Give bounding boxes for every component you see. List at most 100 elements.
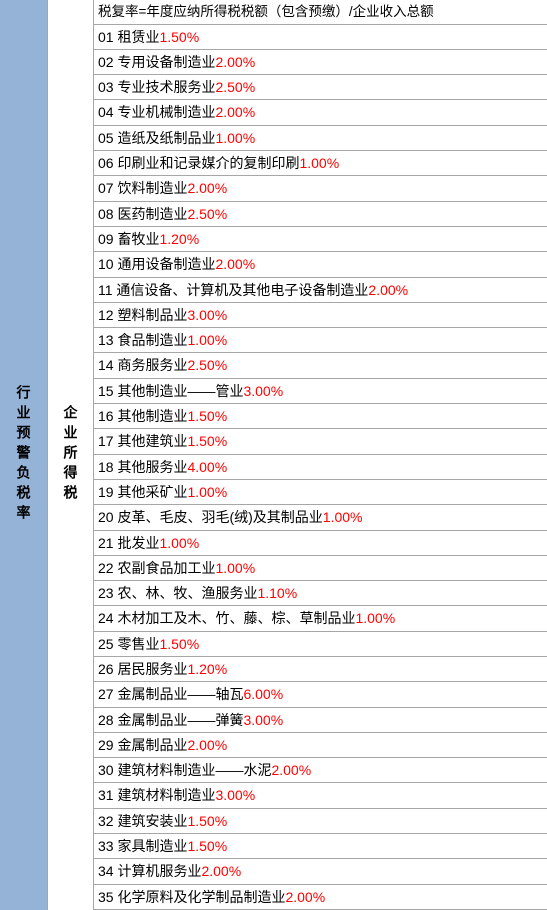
table-row: 29 金属制品业2.00%	[94, 733, 547, 758]
industry-name: 11 通信设备、计算机及其他电子设备制造业	[98, 280, 368, 300]
industry-name: 28 金属制品业——弹簧	[98, 710, 243, 730]
table-row: 16 其他制造业 1.50%	[94, 404, 547, 429]
tax-rate: 2.50%	[215, 77, 255, 97]
industry-name: 06 印刷业和记录媒介的复制印刷	[98, 153, 299, 173]
industry-name: 19 其他采矿业	[98, 482, 187, 502]
table-row: 04 专业机械制造业 2.00%	[94, 100, 547, 125]
industry-name: 07 饮料制造业	[98, 178, 187, 198]
tax-rate: 3.00%	[215, 785, 255, 805]
industry-name: 05 造纸及纸制品业	[98, 128, 215, 148]
table-row: 08 医药制造业 2.50%	[94, 202, 547, 227]
industry-name: 02 专用设备制造业	[98, 52, 215, 72]
tax-rate: 4.00%	[187, 457, 227, 477]
tax-rate: 1.50%	[187, 836, 227, 856]
industry-name: 20 皮革、毛皮、羽毛(绒)及其制品业	[98, 507, 323, 527]
industry-name: 26 居民服务业	[98, 659, 187, 679]
table-row: 31 建筑材料制造业 3.00%	[94, 783, 547, 808]
formula-header-row: 税复率=年度应纳所得税税额（包含预缴）/企业收入总额	[94, 0, 547, 25]
industry-name: 10 通用设备制造业	[98, 254, 215, 274]
tax-rate: 3.00%	[187, 305, 227, 325]
tax-rate: 1.00%	[299, 153, 339, 173]
table-row: 24 木材加工及木、竹、藤、棕、草制品业 1.00%	[94, 606, 547, 631]
industry-name: 09 畜牧业	[98, 229, 159, 249]
table-row: 33 家具制造业 1.50%	[94, 834, 547, 859]
table-row: 30 建筑材料制造业——水泥 2.00%	[94, 758, 547, 783]
industry-name: 34 计算机服务业	[98, 861, 201, 881]
tax-rate: 1.20%	[159, 229, 199, 249]
table-row: 09 畜牧业 1.20%	[94, 227, 547, 252]
tax-rate: 1.00%	[215, 128, 255, 148]
tax-rate: 2.00%	[271, 760, 311, 780]
table-row: 21 批发业 1.00%	[94, 531, 547, 556]
industry-name: 25 零售业	[98, 634, 159, 654]
tax-rate: 1.50%	[159, 634, 199, 654]
industry-name: 18 其他服务业	[98, 457, 187, 477]
tax-rate: 6.00%	[243, 684, 283, 704]
table-row: 05 造纸及纸制品业 1.00%	[94, 126, 547, 151]
table-row: 07 饮料制造业 2.00%	[94, 176, 547, 201]
table-row: 32 建筑安装业 1.50%	[94, 809, 547, 834]
tax-rate: 1.50%	[187, 406, 227, 426]
industry-name: 04 专业机械制造业	[98, 102, 215, 122]
tax-rate: 1.00%	[215, 558, 255, 578]
table-row: 25 零售业 1.50%	[94, 632, 547, 657]
table-row: 22 农副食品加工业 1.00%	[94, 556, 547, 581]
tax-rate: 1.00%	[187, 330, 227, 350]
tax-rate: 1.00%	[159, 533, 199, 553]
industry-name: 21 批发业	[98, 533, 159, 553]
tax-rate-table: 行业预警负税率 企业所得税 税复率=年度应纳所得税税额（包含预缴）/企业收入总额…	[0, 0, 547, 910]
table-row: 14 商务服务业 2.50%	[94, 353, 547, 378]
tax-rate: 1.00%	[187, 482, 227, 502]
industry-name: 30 建筑材料制造业——水泥	[98, 760, 271, 780]
table-row: 10 通用设备制造业 2.00%	[94, 252, 547, 277]
tax-rate: 2.00%	[215, 102, 255, 122]
tax-rate: 2.00%	[187, 178, 227, 198]
tax-rate: 2.00%	[215, 254, 255, 274]
table-row: 13 食品制造业 1.00%	[94, 328, 547, 353]
table-row: 03 专业技术服务业 2.50%	[94, 75, 547, 100]
tax-rate: 2.50%	[187, 204, 227, 224]
formula-text: 税复率=年度应纳所得税税额（包含预缴）/企业收入总额	[98, 2, 434, 22]
tax-rate: 1.10%	[257, 583, 297, 603]
table-row: 23 农、林、牧、渔服务业 1.10%	[94, 581, 547, 606]
tax-rate: 2.00%	[285, 887, 325, 907]
table-row: 17 其他建筑业 1.50%	[94, 429, 547, 454]
industry-name: 12 塑料制品业	[98, 305, 187, 325]
tax-rate: 2.00%	[187, 735, 227, 755]
industry-name: 35 化学原料及化学制品制造业	[98, 887, 285, 907]
tax-rate: 2.00%	[215, 52, 255, 72]
table-row: 15 其他制造业——管业 3.00%	[94, 379, 547, 404]
table-row: 26 居民服务业 1.20%	[94, 657, 547, 682]
tax-rate: 2.00%	[201, 861, 241, 881]
industry-name: 17 其他建筑业	[98, 431, 187, 451]
table-row: 01 租赁业 1.50%	[94, 25, 547, 50]
tax-rate: 1.00%	[323, 507, 363, 527]
table-row: 28 金属制品业——弹簧 3.00%	[94, 708, 547, 733]
tax-rate: 2.50%	[187, 355, 227, 375]
industry-name: 32 建筑安装业	[98, 811, 187, 831]
tax-rate: 1.20%	[187, 659, 227, 679]
industry-name: 03 专业技术服务业	[98, 77, 215, 97]
table-row: 02 专用设备制造业 2.00%	[94, 50, 547, 75]
table-row: 19 其他采矿业 1.00%	[94, 480, 547, 505]
left-category-label: 行业预警负税率	[14, 385, 34, 525]
industry-name: 13 食品制造业	[98, 330, 187, 350]
table-row: 34 计算机服务业 2.00%	[94, 859, 547, 884]
industry-name: 23 农、林、牧、渔服务业	[98, 583, 257, 603]
industry-name: 14 商务服务业	[98, 355, 187, 375]
industry-name: 16 其他制造业	[98, 406, 187, 426]
mid-category-column: 企业所得税	[48, 0, 94, 910]
tax-rate: 3.00%	[243, 710, 283, 730]
industry-name: 31 建筑材料制造业	[98, 785, 215, 805]
industry-name: 22 农副食品加工业	[98, 558, 215, 578]
table-row: 12 塑料制品业 3.00%	[94, 303, 547, 328]
industry-name: 08 医药制造业	[98, 204, 187, 224]
table-row: 06 印刷业和记录媒介的复制印刷 1.00%	[94, 151, 547, 176]
tax-rate: 1.50%	[187, 811, 227, 831]
mid-category-label: 企业所得税	[61, 405, 81, 505]
left-category-column: 行业预警负税率	[0, 0, 48, 910]
industry-name: 27 金属制品业——轴瓦	[98, 684, 243, 704]
table-row: 27 金属制品业——轴瓦 6.00%	[94, 682, 547, 707]
table-row: 35 化学原料及化学制品制造业 2.00%	[94, 885, 547, 910]
industry-name: 15 其他制造业——管业	[98, 381, 243, 401]
